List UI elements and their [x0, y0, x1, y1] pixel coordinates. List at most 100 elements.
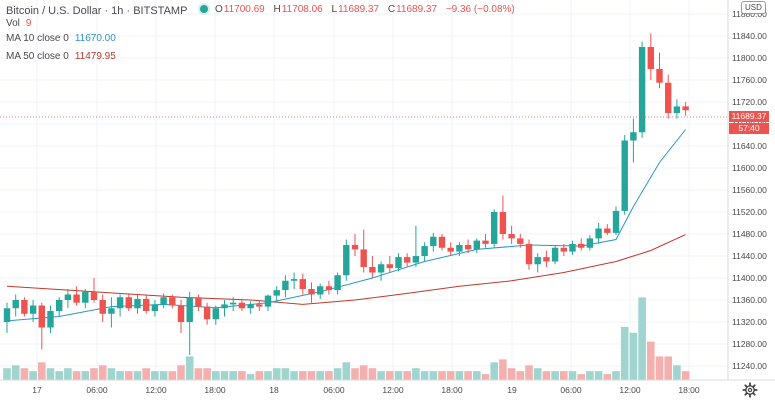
candle-body — [177, 305, 185, 322]
ma10-legend[interactable]: MA 10 close 0 11670.00 — [6, 33, 116, 44]
candle-body — [377, 264, 385, 273]
volume-bar — [681, 371, 690, 380]
volume-bar — [177, 365, 185, 380]
volume-bar — [664, 356, 672, 380]
volume-bar — [351, 368, 359, 380]
symbol-title[interactable]: Bitcoin / U.S. Dollar · 1h · BITSTAMP — [6, 3, 214, 17]
price-tick-label: 11480.00 — [732, 229, 767, 239]
candle-body — [256, 304, 263, 307]
candle — [612, 206, 620, 236]
candle — [638, 41, 646, 138]
volume-bar — [542, 371, 551, 380]
candle — [282, 275, 289, 298]
open-label: O — [215, 4, 223, 15]
candle-body — [543, 257, 550, 262]
candle — [630, 118, 637, 163]
candle-body — [351, 245, 359, 250]
price-tick-label: 11400.00 — [732, 273, 767, 283]
candle-body — [143, 298, 150, 311]
currency-badge[interactable]: USD — [741, 1, 766, 14]
candle-body — [560, 247, 567, 252]
volume-bar — [64, 368, 72, 380]
volume-bar — [46, 368, 55, 380]
volume-bar — [220, 371, 229, 380]
candle — [595, 223, 602, 244]
candle-body — [247, 304, 254, 309]
candle-body — [369, 267, 376, 273]
symbol-name[interactable]: Bitcoin / U.S. Dollar — [6, 5, 102, 17]
candle-body — [290, 279, 298, 281]
time-tick-label: 19 — [507, 385, 517, 395]
candle-body — [473, 240, 480, 250]
volume-bar — [481, 374, 490, 380]
volume-bar — [333, 368, 342, 380]
volume-bar — [359, 365, 368, 380]
candle — [517, 234, 524, 248]
time-axis[interactable]: 17 06:00 12:00 18:00 18 06:00 12:00 18:00 19 06:0… — [32, 385, 700, 395]
volume-bar — [29, 371, 37, 380]
volume-bar — [3, 368, 11, 380]
candle — [21, 297, 28, 317]
candle-body — [282, 280, 289, 291]
volume-bar — [629, 332, 638, 380]
volume-bar — [90, 368, 98, 380]
candle — [665, 74, 672, 119]
candle-body — [21, 300, 28, 314]
candle-body — [169, 297, 176, 306]
candle — [290, 272, 298, 289]
ma50-legend[interactable]: MA 50 close 0 11479.95 — [6, 51, 116, 62]
candle — [456, 242, 463, 256]
candle-body — [421, 246, 428, 256]
candle-body — [186, 297, 193, 322]
candle — [499, 195, 507, 240]
candle — [12, 294, 19, 317]
candle — [473, 238, 480, 254]
candle-body — [404, 257, 411, 263]
candle-body — [630, 132, 637, 141]
volume-bar — [620, 326, 629, 380]
volume-bar — [185, 356, 194, 380]
candle — [308, 282, 315, 303]
volume-bar — [325, 371, 333, 380]
candle-body — [230, 302, 237, 305]
candle-body — [647, 47, 654, 69]
volume-bar — [368, 368, 377, 380]
volume-legend[interactable]: Vol 9 — [6, 18, 31, 29]
volume-bar — [655, 356, 664, 380]
candle — [525, 239, 533, 270]
gear-icon[interactable] — [742, 382, 758, 398]
candle-body — [82, 291, 89, 303]
volume-bar — [594, 371, 603, 380]
price-tick-label: 11720.00 — [732, 97, 767, 107]
ma10-path — [6, 129, 686, 322]
volume-bar — [638, 297, 646, 380]
volume-bar — [455, 371, 464, 380]
candle-body — [221, 304, 228, 309]
candle — [351, 234, 359, 256]
candle — [334, 272, 341, 295]
volume-bar — [125, 371, 133, 380]
ma10-label: MA 10 close 0 — [6, 33, 69, 44]
price-tick-label: 11600.00 — [732, 163, 767, 173]
candle — [82, 289, 89, 309]
candle — [64, 289, 72, 309]
candle — [482, 234, 489, 248]
candle — [386, 256, 393, 273]
volume-bar — [316, 371, 324, 380]
price-axis[interactable]: 11880.00 11840.00 11800.00 11760.00 11720.00… — [732, 9, 767, 371]
volume-bar — [568, 371, 577, 380]
candle-body — [551, 247, 559, 262]
volume-bar — [238, 371, 246, 380]
volume-bar — [72, 371, 81, 380]
candle — [134, 294, 141, 314]
candle — [195, 294, 202, 311]
candle — [534, 253, 541, 273]
volume-bar — [420, 371, 429, 380]
candle — [256, 300, 263, 311]
volume-bar — [264, 371, 272, 380]
candle — [673, 99, 681, 119]
candle-body — [464, 245, 472, 250]
interval[interactable]: 1h — [111, 5, 124, 17]
